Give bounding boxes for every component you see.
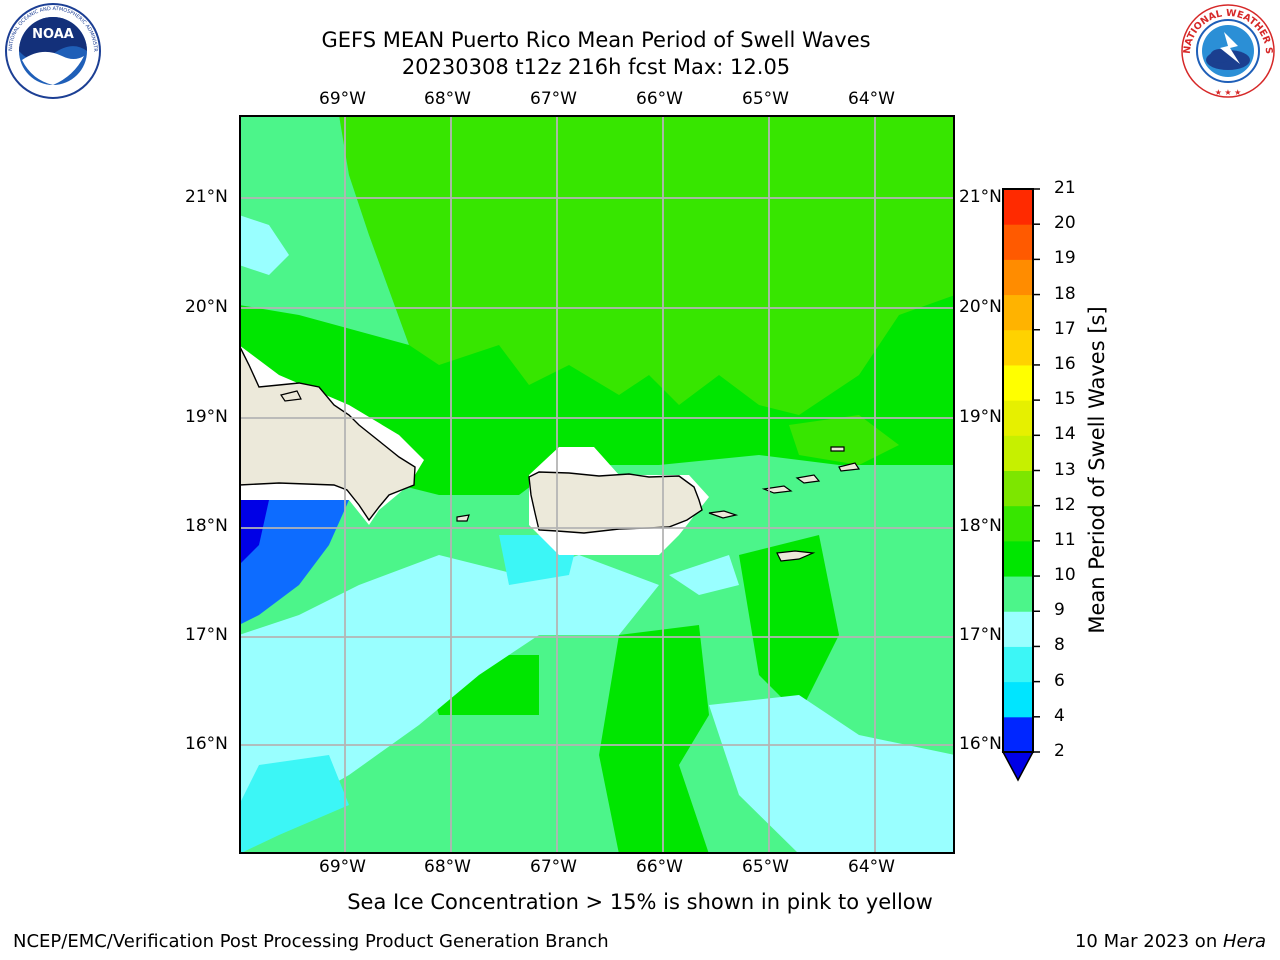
lon-label-top-66: 66°W	[636, 89, 683, 109]
colorbar-segment	[1003, 400, 1033, 436]
colorbar-segment	[1003, 576, 1033, 612]
period-band-8-9-north	[239, 215, 289, 275]
colorbar-tick-label: 21	[1054, 178, 1076, 198]
lon-label-bottom-65: 65°W	[742, 857, 789, 877]
lat-label-left-16: 16°N	[185, 734, 228, 754]
colorbar-tick-label: 19	[1054, 248, 1076, 269]
period-band-2-4	[239, 500, 269, 565]
colorbar-segment	[1003, 681, 1033, 718]
footer-date-text: 10 Mar 2023 on	[1074, 931, 1223, 952]
colorbar-segment	[1003, 540, 1033, 577]
colorbar-segment	[1003, 329, 1033, 366]
map-subtitle: 20230308 t12z 216h fcst Max: 12.05	[401, 55, 791, 79]
colorbar-segment	[1003, 294, 1033, 331]
noaa-logo: NOAA NATIONAL OCEANIC AND ATMOSPHERIC AD…	[2, 2, 101, 99]
colorbar-segment	[1003, 716, 1033, 753]
footer-host: Hera	[1222, 931, 1266, 952]
lon-label-bottom-64: 64°W	[848, 857, 895, 877]
lon-label-bottom-69: 69°W	[319, 857, 366, 877]
lon-label-bottom-67: 67°W	[530, 857, 577, 877]
land-anegada	[830, 446, 845, 452]
lon-label-top-69: 69°W	[319, 89, 366, 109]
lat-label-right-16: 16°N	[959, 734, 1002, 754]
map-frame	[239, 115, 955, 854]
svg-text:★ ★ ★: ★ ★ ★	[1215, 88, 1242, 97]
lat-label-right-17: 17°N	[959, 625, 1002, 645]
colorbar-tick-label: 17	[1054, 318, 1076, 339]
land-mona	[456, 514, 470, 522]
colorbar-label: Mean Period of Swell Waves [s]	[1085, 306, 1109, 634]
period-band-9-10-nw	[239, 115, 409, 345]
sea-ice-note-text: Sea Ice Concentration > 15% is shown in …	[347, 890, 933, 914]
land-hispaniola	[239, 344, 416, 522]
land-virgin-islands	[761, 485, 793, 494]
lat-label-left-21: 21°N	[185, 187, 228, 207]
colorbar-tick-label: 8	[1054, 635, 1065, 656]
map-title: GEFS MEAN Puerto Rico Mean Period of Swe…	[321, 28, 871, 52]
lon-label-top-68: 68°W	[424, 89, 471, 109]
lon-label-bottom-66: 66°W	[636, 857, 683, 877]
colorbar-tick-label: 18	[1054, 283, 1076, 304]
period-band-4-6	[239, 500, 349, 625]
lat-label-right-19: 19°N	[959, 407, 1002, 427]
sea-ice-note: Sea Ice Concentration > 15% is shown in …	[0, 890, 1280, 914]
colorbar-segment	[1003, 224, 1033, 260]
period-band-10-11-southeast	[739, 535, 839, 715]
land-puerto-rico	[528, 471, 703, 534]
land-island-east	[838, 462, 861, 472]
colorbar-tick-label: 13	[1054, 459, 1076, 480]
footer-date: 10 Mar 2023 on Hera	[1075, 931, 1266, 952]
land-st-croix	[776, 550, 816, 562]
colorbar-tick-label: 4	[1054, 705, 1065, 726]
land-vieques	[708, 510, 739, 519]
lat-label-left-19: 19°N	[185, 407, 228, 427]
lat-label-right-18: 18°N	[959, 516, 1002, 536]
lon-label-bottom-68: 68°W	[424, 857, 471, 877]
colorbar-segment	[1003, 470, 1033, 507]
footer-branch: NCEP/EMC/Verification Post Processing Pr…	[13, 931, 609, 952]
colorbar	[1001, 188, 1040, 782]
colorbar-tick-label: 20	[1054, 213, 1076, 234]
lon-label-top-64: 64°W	[848, 89, 895, 109]
lat-label-left-18: 18°N	[185, 516, 228, 536]
colorbar-tick-label: 6	[1054, 670, 1065, 691]
graticule	[239, 115, 955, 854]
colorbar-segment	[1003, 646, 1033, 683]
colorbar-underflow-triangle	[1001, 751, 1035, 782]
colorbar-tick-label: 11	[1054, 529, 1076, 550]
nws-logo: NATIONAL WEATHER SERVICE ★ ★ ★	[1178, 2, 1275, 98]
period-band-8-9-central	[669, 555, 739, 595]
colorbar-tick-label: 12	[1054, 494, 1076, 515]
colorbar-tick-label: 15	[1054, 389, 1076, 410]
land-tortuga	[280, 390, 302, 402]
swell-period-map	[239, 115, 955, 854]
period-band-11-12	[339, 115, 955, 415]
lat-label-left-17: 17°N	[185, 625, 228, 645]
colorbar-tick-label: 14	[1054, 424, 1076, 445]
period-band-10-11-south	[599, 625, 709, 854]
colorbar-segment	[1003, 505, 1033, 542]
svg-text:NOAA: NOAA	[32, 27, 74, 42]
lat-label-right-21: 21°N	[959, 187, 1002, 207]
colorbar-tick-label: 10	[1054, 565, 1076, 586]
period-band-8-9	[239, 555, 659, 835]
lat-label-right-20: 20°N	[959, 297, 1002, 317]
lon-label-top-67: 67°W	[530, 89, 577, 109]
colorbar-tick-label: 9	[1054, 600, 1065, 621]
colorbar-segment	[1003, 435, 1033, 471]
lat-label-left-20: 20°N	[185, 297, 228, 317]
lon-label-top-65: 65°W	[742, 89, 789, 109]
colorbar-segment	[1003, 259, 1033, 296]
land-tortola	[795, 474, 821, 484]
period-band-8-9-southeast	[709, 695, 955, 854]
colorbar-segment	[1003, 364, 1033, 401]
period-band-6-8-southwest	[239, 755, 349, 854]
colorbar-tick-label: 16	[1054, 353, 1076, 374]
colorbar-segment	[1003, 189, 1033, 225]
colorbar-tick-label: 2	[1054, 741, 1065, 761]
period-band-11-12-east	[789, 415, 899, 465]
colorbar-segment	[1003, 611, 1033, 647]
